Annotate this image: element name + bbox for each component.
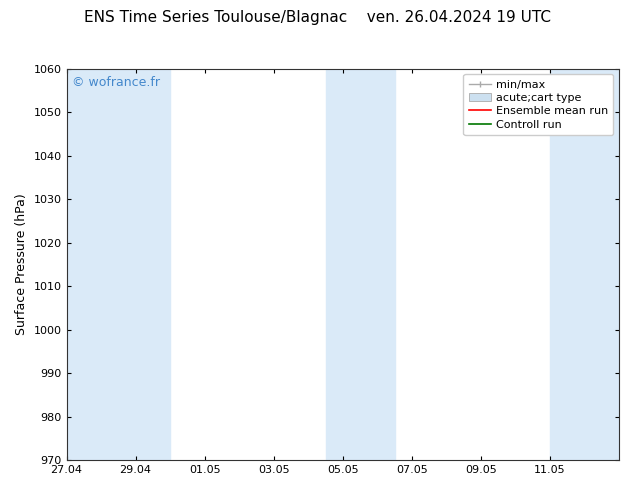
Bar (325, 69, 360, 460)
Text: © wofrance.fr: © wofrance.fr (72, 76, 160, 90)
Legend: min/max, acute;cart type, Ensemble mean run, Controll run: min/max, acute;cart type, Ensemble mean … (463, 74, 614, 135)
Y-axis label: Surface Pressure (hPa): Surface Pressure (hPa) (15, 194, 28, 335)
Text: ENS Time Series Toulouse/Blagnac    ven. 26.04.2024 19 UTC: ENS Time Series Toulouse/Blagnac ven. 26… (84, 10, 550, 25)
Bar (360, 69, 394, 460)
Bar (550, 69, 619, 460)
Bar (67, 69, 136, 460)
Bar (136, 69, 170, 460)
